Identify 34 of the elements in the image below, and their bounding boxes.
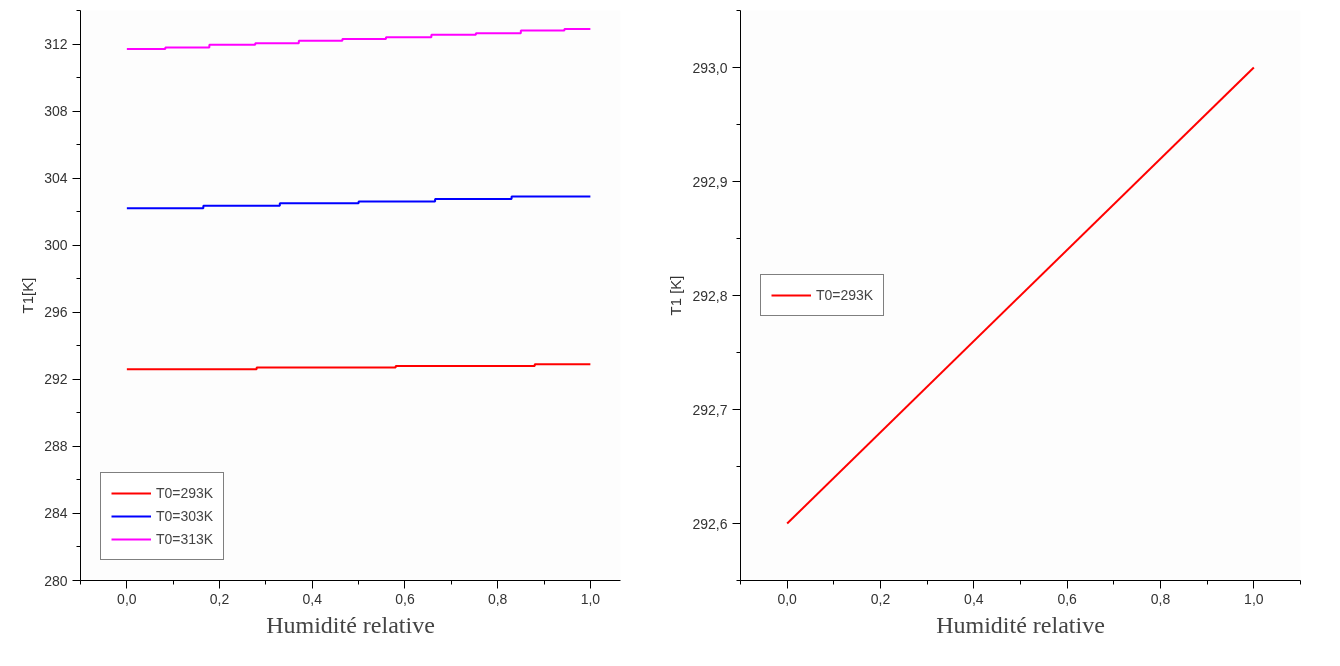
x-tick-label: 0,4 [302, 590, 323, 607]
legend-label: T0=293K [156, 485, 214, 501]
x-tick-label: 0,6 [395, 590, 415, 607]
y-tick-label: 296 [44, 304, 68, 321]
y-axis-title: T1 [K] [667, 275, 685, 316]
y-tick-label: 304 [44, 170, 68, 187]
legend-label: T0=313K [156, 531, 214, 547]
y-tick-label: 312 [44, 36, 68, 53]
y-tick-label: 300 [44, 237, 68, 254]
x-tick-label: 0,8 [487, 590, 508, 607]
y-tick-label: 280 [44, 572, 68, 589]
x-tick-label: 0,6 [1057, 590, 1078, 607]
y-tick-label: 292,6 [692, 515, 728, 532]
y-tick-label: 292,7 [692, 401, 728, 418]
x-tick-label: 1,0 [580, 590, 601, 607]
legend-label: T0=303K [156, 508, 214, 524]
legend-label: T0=293K [816, 287, 874, 303]
x-axis-title: Humidité relative [936, 611, 1105, 638]
x-tick-label: 0,0 [117, 590, 137, 607]
y-tick-label: 288 [44, 438, 68, 455]
y-tick-label: 292 [44, 371, 68, 388]
x-tick-label: 0,8 [1150, 590, 1171, 607]
y-tick-label: 308 [44, 103, 68, 120]
y-axis-title: T1[K] [19, 277, 37, 314]
x-tick-label: 1,0 [1244, 590, 1264, 607]
x-tick-label: 0,0 [777, 590, 798, 607]
x-axis-title: Humidité relative [266, 611, 435, 638]
y-tick-label: 284 [44, 505, 68, 522]
x-tick-label: 0,4 [964, 590, 984, 607]
y-tick-label: 293,0 [692, 59, 728, 76]
x-tick-label: 0,2 [209, 590, 230, 607]
y-tick-label: 292,8 [692, 287, 728, 304]
x-tick-label: 0,2 [870, 590, 891, 607]
y-tick-label: 292,9 [692, 173, 728, 190]
